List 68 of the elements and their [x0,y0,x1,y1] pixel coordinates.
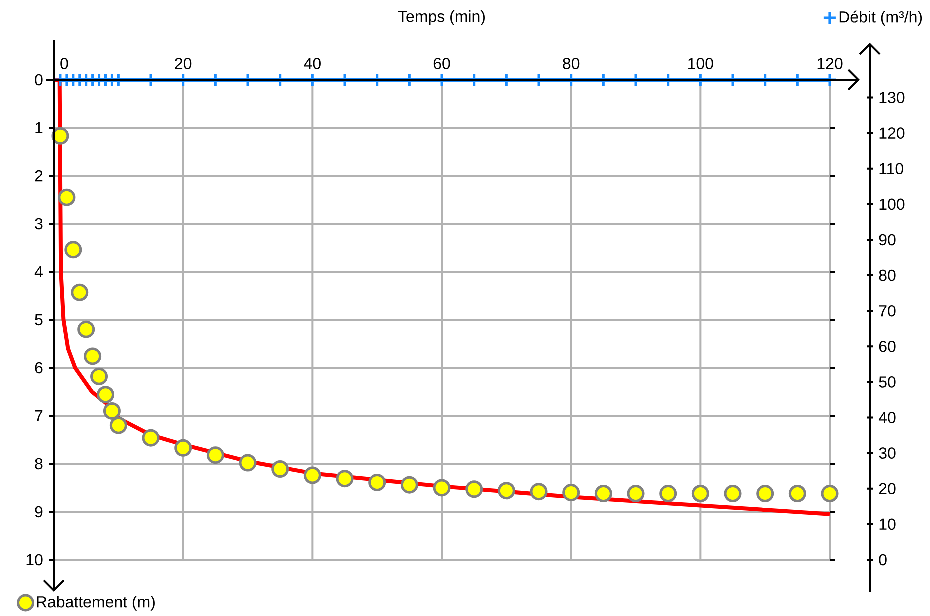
y-tick-label: 9 [35,506,43,518]
y2-tick-label: 20 [879,483,896,495]
y2-tick-label: 40 [878,412,896,424]
point [84,348,102,366]
y2-tick-label: 50 [879,376,896,388]
y2-tick-label: 120 [880,128,905,139]
point [272,460,290,478]
y2-tick-label: 110 [880,163,904,175]
point [821,485,839,502]
y-tick-label: 0 [35,74,43,86]
point [336,470,354,488]
y-tick-label: 6 [35,362,43,374]
point [498,482,516,500]
point [71,284,89,302]
x-axis-title: Temps (min) [398,10,485,26]
y-tick-label: 10 [26,554,43,566]
x-tick-label: 100 [688,58,714,70]
y2-tick-label: 70 [879,305,896,317]
y-tick-label: 1 [36,122,43,134]
line-series [52,78,832,516]
point [660,485,678,502]
y2-tick-label: 90 [879,234,896,246]
y2-tick-label: 80 [879,270,896,282]
point [594,485,612,502]
point [90,368,108,386]
point [466,480,484,498]
x-tick-label: 120 [818,58,843,70]
legend-label: Débit (m³/h) [840,10,922,26]
point [724,485,742,502]
point [142,429,160,447]
point [368,474,386,492]
point [58,188,76,206]
point [103,402,121,420]
y-tick-label: 5 [35,314,43,326]
y2-tick-label: 0 [879,554,887,566]
point [400,476,418,494]
x-tick-label: 80 [563,58,580,70]
point [304,466,322,484]
y2-tick-label: 130 [880,92,905,104]
y2-tick-label: 60 [879,340,896,352]
y2-tick-label: 10 [880,518,896,530]
y2-tick-label: 100 [880,198,905,210]
point [174,439,192,457]
x-tick-label: 40 [304,58,321,70]
y2-tick-label: 30 [879,448,896,459]
point [78,320,96,338]
x-tick-label: 20 [175,58,192,70]
x-tick-label: 0 [60,58,68,70]
point [110,416,128,434]
y-tick-label: 2 [35,170,43,182]
y-tick-label: 7 [35,410,43,422]
point [756,485,774,502]
point [692,485,710,502]
point [239,454,257,472]
point [627,485,645,502]
y-tick-label: 8 [35,458,43,470]
point [788,485,806,502]
legend-label: Rabattement (m) [37,596,155,611]
point [96,386,114,404]
x-tick-label: 60 [434,58,450,70]
point [206,446,224,464]
point [562,484,580,502]
y-tick-label: 4 [34,266,43,278]
point [64,241,82,259]
point [52,127,70,145]
point [433,479,451,497]
point [530,483,548,501]
y-tick-label: 3 [35,218,43,230]
